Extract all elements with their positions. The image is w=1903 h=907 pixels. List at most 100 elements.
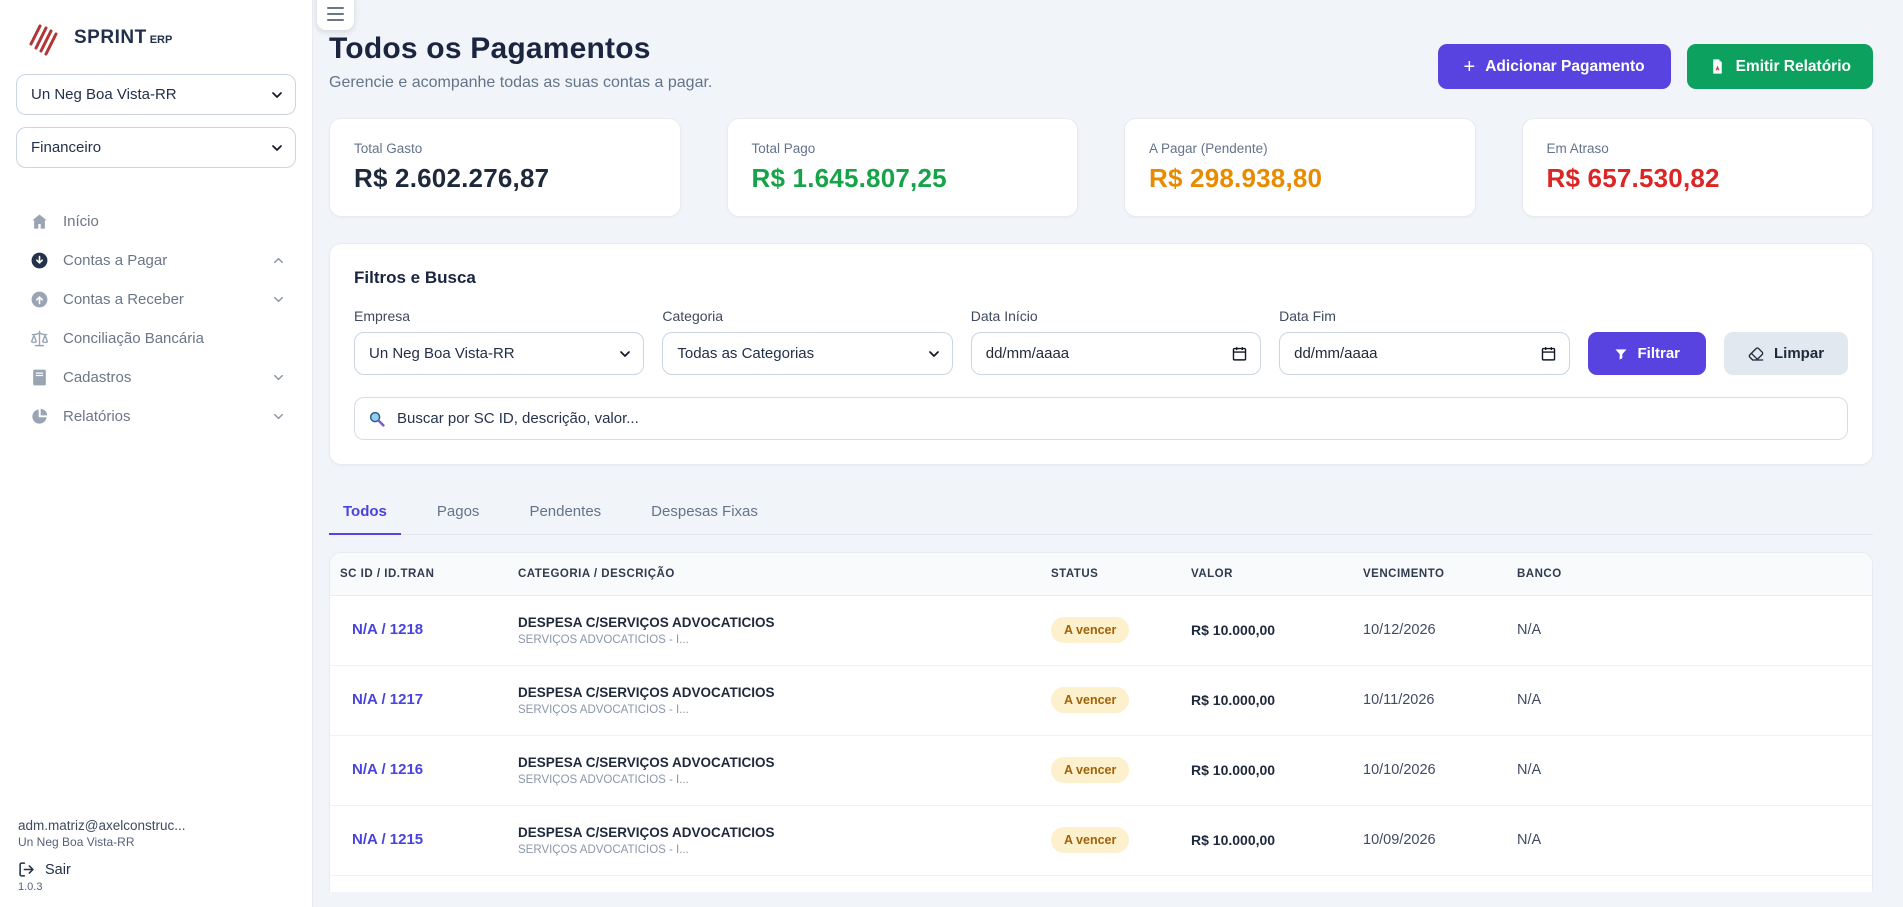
payment-bank: N/A: [1507, 595, 1872, 665]
payment-id-link[interactable]: N/A / 1216: [352, 761, 423, 778]
stat-card: A Pagar (Pendente) R$ 298.938,80: [1124, 118, 1476, 217]
sidebar-menu: Início Contas a Pagar Contas a Receber: [16, 202, 296, 436]
company-select[interactable]: Un Neg Boa Vista-RR: [16, 74, 296, 115]
sidebar-item[interactable]: Contas a Receber: [16, 280, 296, 319]
stat-value: R$ 298.938,80: [1149, 163, 1451, 194]
search-icon: [368, 410, 386, 428]
categoria-label: Categoria: [662, 308, 952, 324]
logout-icon: [18, 861, 35, 878]
main-content: Todos os Pagamentos Gerencie e acompanhe…: [313, 0, 1903, 907]
payment-id-link[interactable]: N/A / 1217: [352, 691, 423, 708]
payment-id-link[interactable]: N/A / 1215: [352, 831, 423, 848]
payment-description: SERVIÇOS ADVOCATICIOS - I...: [518, 774, 1031, 786]
payment-id-link[interactable]: N/A / 1218: [352, 621, 423, 638]
sidebar-item[interactable]: Conciliação Bancária: [16, 319, 296, 358]
clear-button[interactable]: Limpar: [1724, 332, 1848, 375]
status-badge: A vencer: [1051, 687, 1129, 713]
home-icon: [30, 212, 49, 231]
payment-due-date: 10/10/2026: [1353, 735, 1507, 805]
payment-due-date: 10/12/2026: [1353, 595, 1507, 665]
emit-report-button[interactable]: Emitir Relatório: [1687, 44, 1873, 89]
logout-button[interactable]: Sair: [18, 861, 296, 878]
payment-category: DESPESA C/SERVIÇOS ADVOCATICIOS: [518, 685, 1031, 700]
data-fim-input[interactable]: dd/mm/aaaa: [1279, 332, 1569, 375]
pie-chart-icon: [30, 407, 49, 426]
plus-icon: +: [1464, 57, 1476, 77]
stat-value: R$ 2.602.276,87: [354, 163, 656, 194]
funnel-icon: [1614, 347, 1628, 361]
circle-arrow-down-icon: [30, 251, 49, 270]
column-header: VENCIMENTO: [1353, 553, 1507, 595]
stat-card: Em Atraso R$ 657.530,82: [1522, 118, 1874, 217]
table-row[interactable]: N/A / 1217 DESPESA C/SERVIÇOS ADVOCATICI…: [330, 665, 1872, 735]
column-header: CATEGORIA / DESCRIÇÃO: [508, 553, 1041, 595]
sidebar: SPRINTERP Un Neg Boa Vista-RR Financeiro: [0, 0, 313, 907]
status-badge: A vencer: [1051, 827, 1129, 853]
table-row[interactable]: N/A / 1218 DESPESA C/SERVIÇOS ADVOCATICI…: [330, 595, 1872, 665]
table-row[interactable]: N/A / 1216 DESPESA C/SERVIÇOS ADVOCATICI…: [330, 735, 1872, 805]
stat-value: R$ 1.645.807,25: [752, 163, 1054, 194]
payments-table: SC ID / ID.TRAN CATEGORIA / DESCRIÇÃO ST…: [330, 553, 1872, 876]
tab[interactable]: Todos: [329, 503, 401, 535]
column-header: SC ID / ID.TRAN: [330, 553, 508, 595]
circle-arrow-up-icon: [30, 290, 49, 309]
tabs-bar: Todos Pagos Pendentes Despesas Fixas: [329, 503, 1873, 535]
payment-bank: N/A: [1507, 735, 1872, 805]
add-payment-button[interactable]: + Adicionar Pagamento: [1438, 44, 1671, 89]
stat-value: R$ 657.530,82: [1547, 163, 1849, 194]
data-fim-label: Data Fim: [1279, 308, 1569, 324]
empresa-select[interactable]: Un Neg Boa Vista-RR: [354, 332, 644, 375]
page-header: Todos os Pagamentos Gerencie e acompanhe…: [329, 32, 1873, 92]
sidebar-item-label: Início: [63, 213, 257, 230]
chevron-icon: [271, 409, 286, 424]
sidebar-item[interactable]: Contas a Pagar: [16, 241, 296, 280]
table-row[interactable]: N/A / 1215 DESPESA C/SERVIÇOS ADVOCATICI…: [330, 805, 1872, 875]
calendar-icon[interactable]: [1231, 345, 1248, 362]
payment-category: DESPESA C/SERVIÇOS ADVOCATICIOS: [518, 755, 1031, 770]
app-root: SPRINTERP Un Neg Boa Vista-RR Financeiro: [0, 0, 1903, 907]
payment-value: R$ 10.000,00: [1181, 595, 1353, 665]
payment-description: SERVIÇOS ADVOCATICIOS - I...: [518, 634, 1031, 646]
tab[interactable]: Despesas Fixas: [637, 503, 772, 535]
menu-toggle-button[interactable]: [317, 0, 354, 30]
sidebar-item[interactable]: Relatórios: [16, 397, 296, 436]
scale-icon: [30, 329, 49, 348]
empresa-label: Empresa: [354, 308, 644, 324]
stat-label: A Pagar (Pendente): [1149, 141, 1451, 156]
status-badge: A vencer: [1051, 757, 1129, 783]
module-select[interactable]: Financeiro: [16, 127, 296, 168]
data-inicio-input[interactable]: dd/mm/aaaa: [971, 332, 1261, 375]
sidebar-item[interactable]: Início: [16, 202, 296, 241]
stat-label: Total Gasto: [354, 141, 656, 156]
brand-suffix: ERP: [150, 34, 173, 46]
book-icon: [30, 368, 49, 387]
tab[interactable]: Pendentes: [515, 503, 615, 535]
app-version: 1.0.3: [18, 881, 296, 893]
tab[interactable]: Pagos: [423, 503, 494, 535]
search-input[interactable]: [354, 397, 1848, 440]
calendar-icon[interactable]: [1540, 345, 1557, 362]
payment-due-date: 10/09/2026: [1353, 805, 1507, 875]
logo: SPRINTERP: [16, 18, 296, 58]
filters-panel: Filtros e Busca Empresa Un Neg Boa Vista…: [329, 243, 1873, 465]
payment-bank: N/A: [1507, 665, 1872, 735]
status-badge: A vencer: [1051, 617, 1129, 643]
brand-name: SPRINT: [74, 27, 147, 48]
payment-description: SERVIÇOS ADVOCATICIOS - I...: [518, 704, 1031, 716]
payment-bank: N/A: [1507, 805, 1872, 875]
stat-card: Total Gasto R$ 2.602.276,87: [329, 118, 681, 217]
payment-value: R$ 10.000,00: [1181, 805, 1353, 875]
user-company: Un Neg Boa Vista-RR: [18, 835, 296, 849]
payment-category: DESPESA C/SERVIÇOS ADVOCATICIOS: [518, 615, 1031, 630]
column-header: STATUS: [1041, 553, 1181, 595]
sidebar-item-label: Conciliação Bancária: [63, 330, 257, 347]
data-inicio-label: Data Início: [971, 308, 1261, 324]
sidebar-item[interactable]: Cadastros: [16, 358, 296, 397]
payment-description: SERVIÇOS ADVOCATICIOS - I...: [518, 844, 1031, 856]
sidebar-item-label: Contas a Pagar: [63, 252, 257, 269]
column-header: VALOR: [1181, 553, 1353, 595]
payment-value: R$ 10.000,00: [1181, 665, 1353, 735]
categoria-select[interactable]: Todas as Categorias: [662, 332, 952, 375]
filter-button[interactable]: Filtrar: [1588, 332, 1707, 375]
sidebar-item-label: Contas a Receber: [63, 291, 257, 308]
